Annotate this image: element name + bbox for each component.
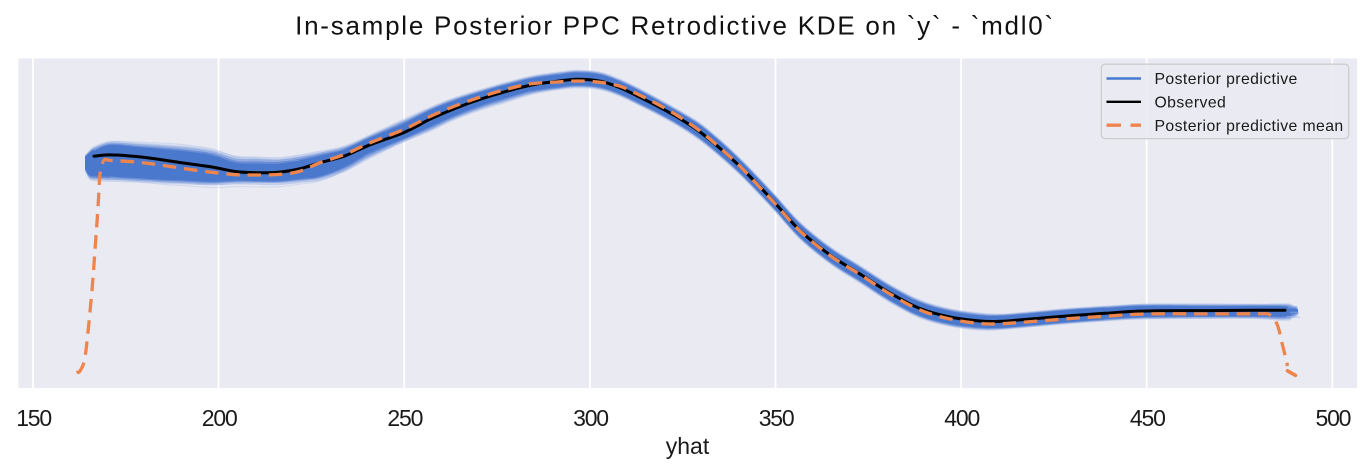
svg-text:450: 450	[1130, 405, 1165, 431]
svg-text:150: 150	[16, 405, 51, 431]
svg-text:In-sample Posterior PPC Retrod: In-sample Posterior PPC Retrodictive KDE…	[295, 11, 1055, 41]
svg-text:350: 350	[759, 405, 794, 431]
svg-text:Posterior predictive mean: Posterior predictive mean	[1155, 118, 1344, 135]
svg-text:300: 300	[573, 405, 608, 431]
svg-text:Posterior predictive: Posterior predictive	[1155, 71, 1298, 88]
svg-text:200: 200	[202, 405, 237, 431]
svg-text:500: 500	[1316, 405, 1351, 431]
svg-text:400: 400	[944, 405, 979, 431]
svg-text:Observed: Observed	[1155, 94, 1227, 111]
svg-text:250: 250	[387, 405, 422, 431]
svg-text:yhat: yhat	[666, 433, 710, 459]
